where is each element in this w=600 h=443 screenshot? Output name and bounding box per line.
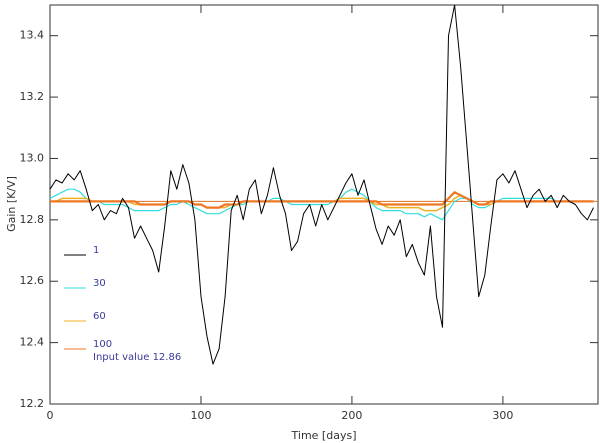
- plot-frame: [49, 4, 599, 405]
- y-tick-label: 13.0: [20, 151, 45, 164]
- y-axis-label: Gain [K/V]: [5, 176, 18, 232]
- y-tick-label: 13.2: [20, 90, 45, 103]
- legend-label: 60: [93, 311, 106, 322]
- y-tick-label: 13.4: [20, 29, 45, 42]
- reference-label: Input value 12.86: [93, 352, 181, 363]
- series-line: [49, 4, 594, 365]
- legend-label: 100: [93, 339, 112, 350]
- y-tick-label: 12.6: [20, 274, 45, 287]
- legend-label: 1: [93, 245, 99, 256]
- x-tick-label: 0: [47, 409, 54, 422]
- legend-label: 30: [93, 278, 106, 289]
- x-axis-label: Time [days]: [291, 429, 357, 442]
- x-tick-label: 200: [341, 409, 362, 422]
- series-line: [50, 194, 594, 212]
- x-tick-label: 100: [190, 409, 211, 422]
- x-tick-label: 300: [492, 409, 513, 422]
- y-tick-label: 12.8: [20, 213, 45, 226]
- series-line: [50, 191, 594, 209]
- y-tick-label: 12.2: [20, 397, 45, 410]
- y-tick-label: 12.4: [20, 336, 45, 349]
